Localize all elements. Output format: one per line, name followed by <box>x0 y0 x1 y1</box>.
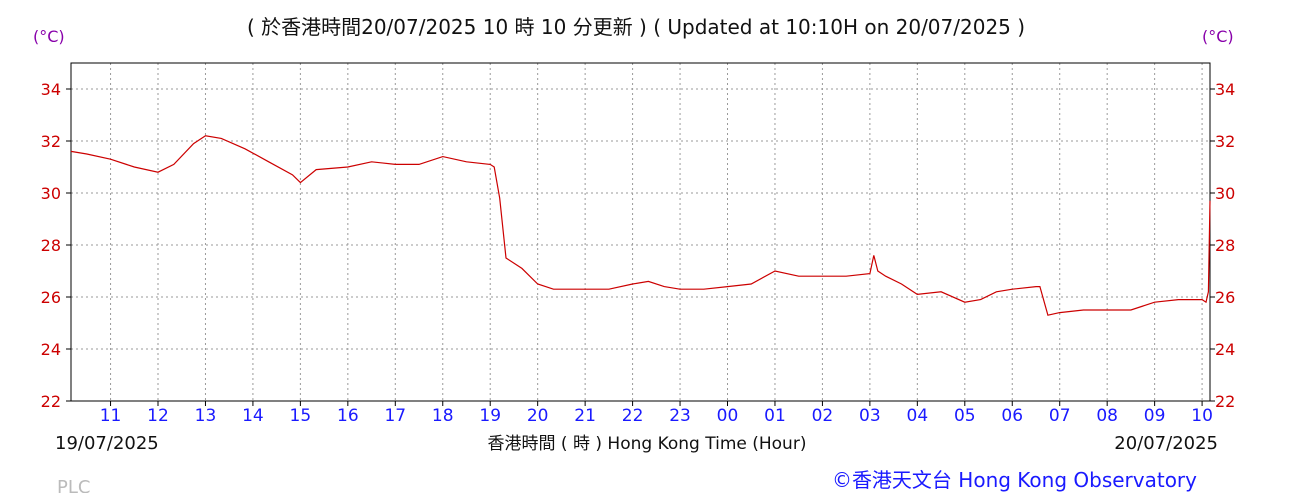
x-tick-label: 15 <box>290 406 312 426</box>
y-axis-left-labels: 22 24 26 28 30 32 34 <box>41 80 61 411</box>
x-tick-label: 07 <box>1049 406 1071 426</box>
x-tick-label: 05 <box>954 406 976 426</box>
x-tick-label: 09 <box>1144 406 1166 426</box>
y-tick-label-left: 34 <box>41 80 61 99</box>
y-tick-label-left: 24 <box>41 340 61 359</box>
x-tick-label: 10 <box>1191 406 1213 426</box>
x-tick-label: 01 <box>764 406 786 426</box>
x-tick-label: 13 <box>195 406 217 426</box>
y-tick-label-left: 30 <box>41 184 61 203</box>
x-tick-label: 16 <box>337 406 359 426</box>
x-axis-labels: 11 12 13 14 15 16 17 18 19 20 21 22 23 00 01 02 03 04 05 06… <box>100 406 1213 426</box>
y-tick-label-left: 32 <box>41 132 61 151</box>
copyright-text: ©香港天文台 Hong Kong Observatory <box>832 468 1197 492</box>
x-tick-label: 18 <box>432 406 454 426</box>
x-tick-label: 00 <box>717 406 739 426</box>
y-tick-label-left: 22 <box>41 392 61 411</box>
x-tick-label: 12 <box>147 406 169 426</box>
x-tick-label: 14 <box>242 406 264 426</box>
x-tick-label: 23 <box>669 406 691 426</box>
axis-ticks <box>66 88 1215 406</box>
x-tick-label: 03 <box>859 406 881 426</box>
start-date-label: 19/07/2025 <box>55 433 159 454</box>
temperature-series-line <box>70 135 1211 316</box>
y-tick-label-right: 26 <box>1215 288 1235 307</box>
y-tick-label-right: 22 <box>1215 392 1235 411</box>
y-tick-label-left: 28 <box>41 236 61 255</box>
x-tick-label: 17 <box>384 406 406 426</box>
x-axis-title: 香港時間 ( 時 ) Hong Kong Time (Hour) <box>488 434 807 454</box>
x-tick-label: 21 <box>574 406 596 426</box>
y-tick-label-right: 28 <box>1215 236 1235 255</box>
y-unit-left: (°C) <box>33 27 65 46</box>
station-code: PLC <box>57 477 90 493</box>
x-tick-label: 04 <box>907 406 929 426</box>
x-tick-label: 22 <box>622 406 644 426</box>
x-tick-label: 19 <box>479 406 501 426</box>
y-tick-label-right: 32 <box>1215 132 1235 151</box>
y-unit-right: (°C) <box>1202 27 1234 46</box>
end-date-label: 20/07/2025 <box>1114 433 1218 454</box>
y-tick-label-left: 26 <box>41 288 61 307</box>
y-tick-label-right: 34 <box>1215 80 1235 99</box>
x-tick-label: 06 <box>1001 406 1023 426</box>
x-tick-label: 02 <box>812 406 834 426</box>
chart-title: ( 於香港時間20/07/2025 10 時 10 分更新 ) ( Update… <box>247 15 1025 39</box>
x-tick-label: 08 <box>1096 406 1118 426</box>
y-axis-right-labels: 22 24 26 28 30 32 34 <box>1215 80 1235 411</box>
grid-lines <box>71 63 1210 401</box>
plot-frame <box>70 62 1211 402</box>
x-tick-label: 20 <box>527 406 549 426</box>
x-tick-label: 11 <box>100 406 122 426</box>
y-tick-label-right: 24 <box>1215 340 1235 359</box>
y-tick-label-right: 30 <box>1215 184 1235 203</box>
